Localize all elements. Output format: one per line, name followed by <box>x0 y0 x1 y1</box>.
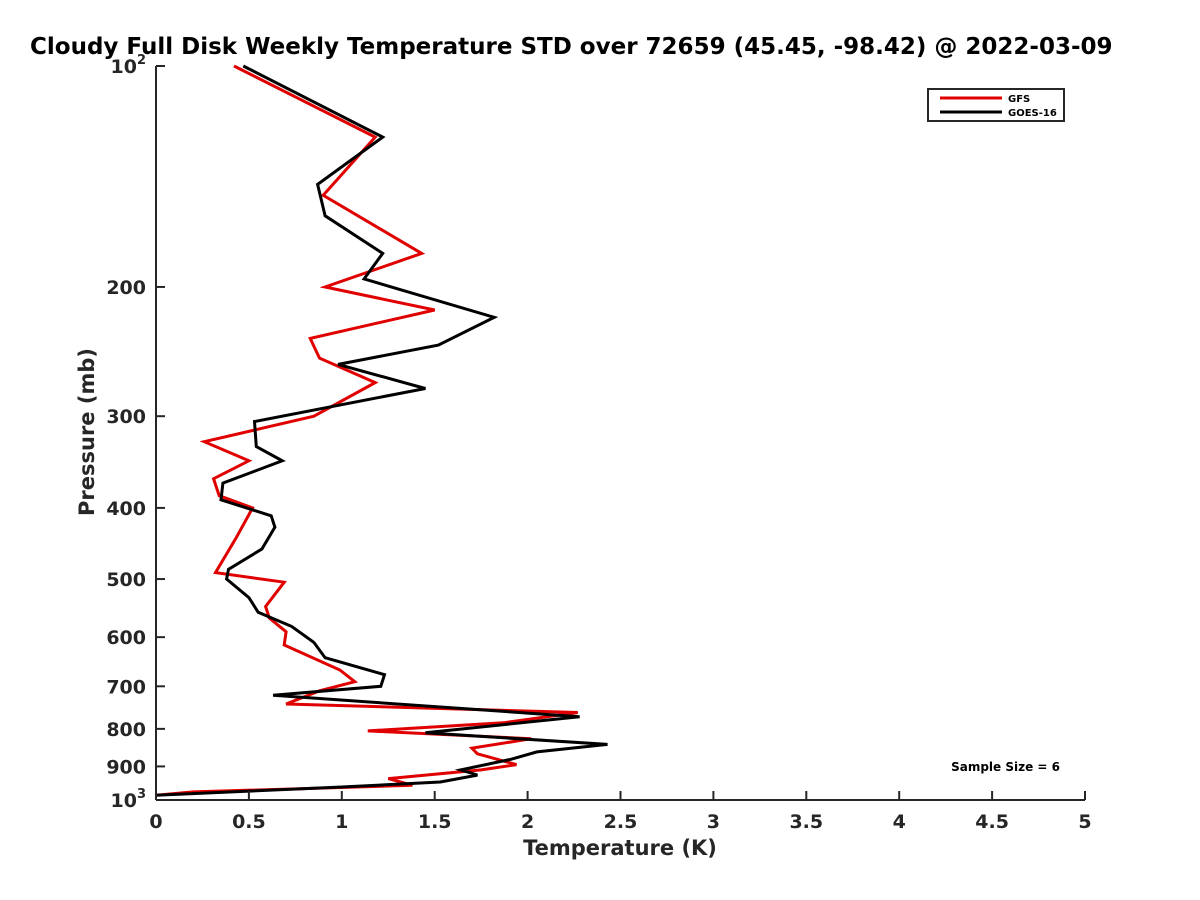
y-tick-label: 300 <box>106 406 146 428</box>
legend: GFS GOES-16 <box>927 88 1065 122</box>
y-tick-label: 103 <box>111 787 147 812</box>
y-tick-label: 500 <box>106 569 146 591</box>
y-tick-label: 900 <box>106 756 146 778</box>
y-tick-label: 200 <box>106 277 146 299</box>
legend-label-gfs: GFS <box>1008 94 1030 105</box>
series-line-gfs <box>155 64 579 797</box>
x-tick-label: 4 <box>893 811 906 833</box>
x-tick-label: 4.5 <box>975 811 1009 833</box>
x-tick-label: 2.5 <box>604 811 638 833</box>
y-tick-label: 800 <box>106 719 146 741</box>
x-axis-label: Temperature (K) <box>523 836 717 860</box>
y-tick-label: 400 <box>106 498 146 520</box>
y-tick-label: 102 <box>111 53 147 78</box>
x-tick-label: 1 <box>335 811 348 833</box>
y-axis-label: Pressure (mb) <box>75 348 99 516</box>
plot-lines <box>155 64 608 797</box>
sample-size-annotation: Sample Size = 6 <box>951 760 1060 774</box>
y-tick-label: 700 <box>106 676 146 698</box>
legend-box <box>927 88 1065 122</box>
chart-title: Cloudy Full Disk Weekly Temperature STD … <box>30 34 1113 60</box>
x-tick-label: 0 <box>149 811 162 833</box>
series-line-goes-16 <box>155 64 608 797</box>
x-tick-label: 3.5 <box>789 811 823 833</box>
y-tick-label: 600 <box>106 627 146 649</box>
axes: 0 0.5 1 1.5 2 2.5 3 3.5 4 4.5 5 102 200 300 400 500 600 7… <box>106 53 1091 833</box>
legend-label-goes-16: GOES-16 <box>1008 108 1057 119</box>
x-tick-label: 2 <box>521 811 534 833</box>
x-tick-label: 1.5 <box>418 811 452 833</box>
x-tick-label: 3 <box>707 811 720 833</box>
x-tick-label: 5 <box>1078 811 1091 833</box>
x-tick-label: 0.5 <box>232 811 266 833</box>
